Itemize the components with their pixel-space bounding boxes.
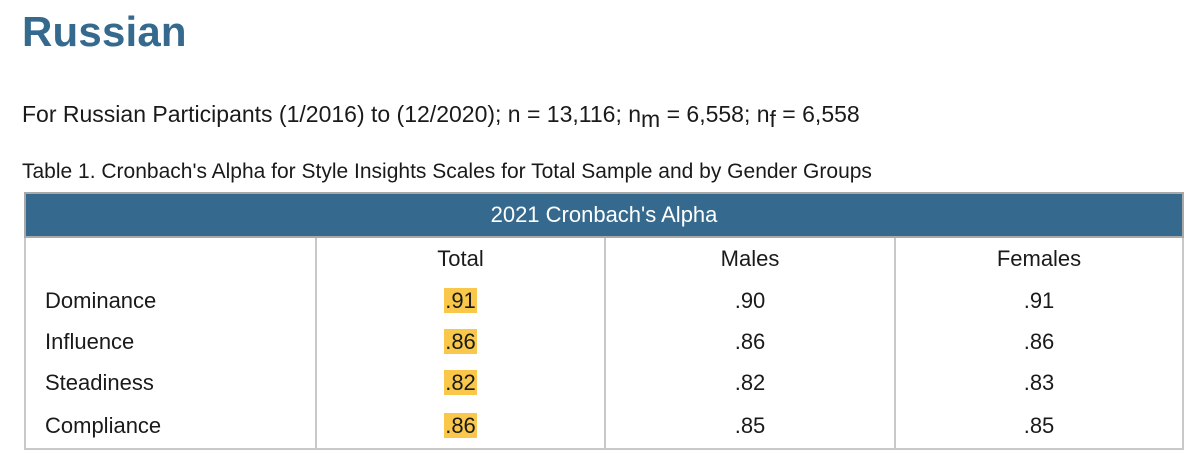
row-label: Influence (24, 321, 317, 362)
sample-description-middle: = 6,558; n (660, 101, 770, 127)
sample-description: For Russian Participants (1/2016) to (12… (22, 96, 860, 132)
highlighted-value: .86 (444, 328, 477, 354)
table-row: Steadiness .82 .82 .83 (24, 362, 1184, 403)
cell-females: .86 (894, 321, 1184, 362)
cell-total: .86 (315, 403, 606, 450)
males-subscript: m (641, 106, 661, 132)
cell-females: .91 (894, 280, 1184, 321)
sample-description-suffix: = 6,558 (775, 101, 860, 127)
cell-males: .82 (604, 362, 896, 403)
column-header-females: Females (894, 236, 1184, 280)
table-banner-row: 2021 Cronbach's Alpha (24, 192, 1184, 238)
cell-total: .86 (315, 321, 606, 362)
column-header-row: Total Males Females (24, 236, 1184, 280)
column-header-males: Males (604, 236, 896, 280)
table-row: Dominance .91 .90 .91 (24, 280, 1184, 321)
column-header-total: Total (315, 236, 606, 280)
cell-males: .85 (604, 403, 896, 450)
cell-females: .83 (894, 362, 1184, 403)
highlighted-value: .82 (444, 369, 477, 395)
table-banner: 2021 Cronbach's Alpha (24, 192, 1184, 238)
column-header-blank (24, 236, 317, 280)
alpha-table-container: 2021 Cronbach's Alpha Total Males Female… (24, 192, 1184, 450)
highlighted-value: .91 (444, 287, 477, 313)
sample-description-prefix: For Russian Participants (1/2016) to (12… (22, 101, 642, 127)
table-caption: Table 1. Cronbach's Alpha for Style Insi… (22, 160, 872, 183)
page-title: Russian (22, 8, 187, 55)
cell-total: .91 (315, 280, 606, 321)
row-label: Steadiness (24, 362, 317, 403)
cell-males: .86 (604, 321, 896, 362)
table-row: Influence .86 .86 .86 (24, 321, 1184, 362)
cell-total: .82 (315, 362, 606, 403)
alpha-table: 2021 Cronbach's Alpha Total Males Female… (24, 192, 1184, 450)
highlighted-value: .86 (444, 412, 477, 438)
table-row: Compliance .86 .85 .85 (24, 403, 1184, 450)
females-subscript: f (769, 106, 776, 132)
cell-females: .85 (894, 403, 1184, 450)
row-label: Dominance (24, 280, 317, 321)
cell-males: .90 (604, 280, 896, 321)
row-label: Compliance (24, 403, 317, 450)
